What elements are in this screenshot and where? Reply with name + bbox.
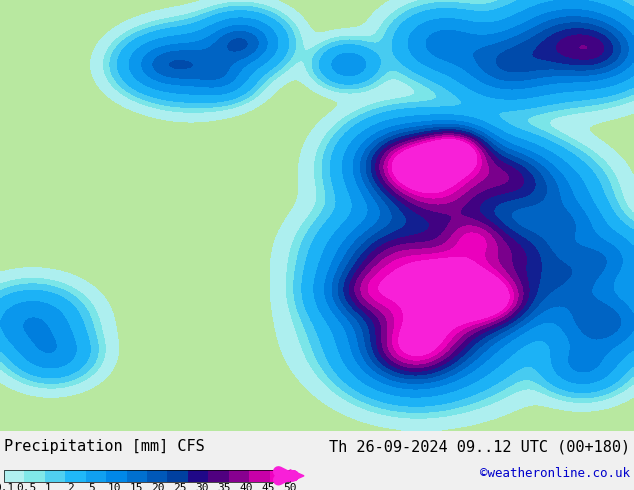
Bar: [45, 470, 65, 482]
Bar: [188, 470, 209, 482]
Bar: [86, 470, 106, 482]
Text: 20: 20: [152, 483, 165, 490]
Bar: [65, 470, 86, 482]
Text: 10: 10: [107, 483, 120, 490]
Bar: [4, 470, 25, 482]
Bar: [127, 470, 147, 482]
Text: 30: 30: [195, 483, 209, 490]
Bar: [209, 470, 229, 482]
Text: 35: 35: [217, 483, 231, 490]
Text: 2: 2: [67, 483, 74, 490]
Text: 25: 25: [173, 483, 187, 490]
Text: 45: 45: [261, 483, 275, 490]
Text: Precipitation [mm] CFS: Precipitation [mm] CFS: [4, 440, 205, 454]
Text: 0.1: 0.1: [0, 483, 14, 490]
Text: 0.5: 0.5: [16, 483, 36, 490]
Bar: [167, 470, 188, 482]
Bar: [269, 470, 290, 482]
Bar: [25, 470, 45, 482]
Bar: [106, 470, 127, 482]
Bar: [4, 470, 290, 482]
Text: 1: 1: [44, 483, 51, 490]
Text: 5: 5: [89, 483, 95, 490]
Polygon shape: [290, 470, 304, 482]
Text: 15: 15: [129, 483, 143, 490]
Text: ©weatheronline.co.uk: ©weatheronline.co.uk: [480, 467, 630, 480]
Bar: [229, 470, 249, 482]
Text: Th 26-09-2024 09..12 UTC (00+180): Th 26-09-2024 09..12 UTC (00+180): [329, 440, 630, 454]
Text: 40: 40: [239, 483, 253, 490]
Bar: [249, 470, 269, 482]
Bar: [147, 470, 167, 482]
Text: 50: 50: [283, 483, 297, 490]
